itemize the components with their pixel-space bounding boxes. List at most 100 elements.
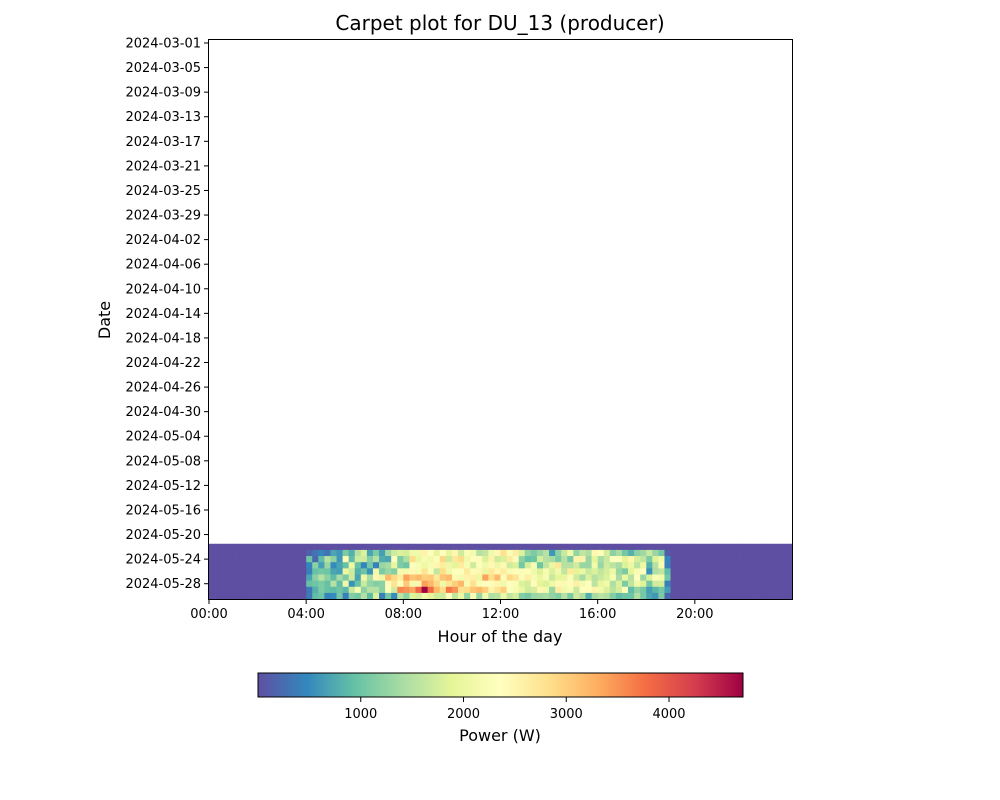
heatmap-cell (682, 556, 690, 563)
heatmap-cell (555, 556, 562, 563)
heatmap-cell (603, 543, 611, 551)
heatmap-cell (536, 543, 544, 551)
y-axis: 2024-03-01 2024-03-05 2024-03-09 2024-03-13… (125, 37, 209, 592)
heatmap-cell (451, 568, 459, 575)
heatmap-cell (719, 568, 726, 575)
heatmap-cell (737, 562, 744, 569)
heatmap-cell (737, 549, 744, 557)
heatmap-cell (482, 562, 489, 569)
heatmap-cell (269, 562, 277, 569)
heatmap-cell (530, 568, 538, 575)
heatmap-cell (372, 562, 380, 569)
heatmap-cell (549, 574, 556, 582)
heatmap-cell (536, 549, 544, 557)
heatmap-cell (628, 592, 635, 600)
heatmap-cell (239, 574, 246, 582)
heatmap-cell (215, 574, 222, 582)
heatmap-cell (725, 568, 732, 575)
heatmap-cell (385, 574, 392, 582)
heatmap-cell (512, 592, 520, 600)
heatmap-cell (348, 556, 356, 563)
heatmap-cell (597, 574, 605, 582)
heatmap-cell (725, 586, 732, 594)
heatmap-cell (749, 562, 756, 569)
heatmap-cell (464, 549, 471, 557)
heatmap-cell (354, 580, 362, 588)
heatmap-cell (330, 549, 337, 557)
heatmap-cell (397, 556, 404, 563)
heatmap-cell (354, 574, 362, 582)
heatmap-cell (512, 586, 520, 594)
heatmap-cell (451, 580, 459, 588)
heatmap-cell (439, 549, 447, 557)
heatmap-cell (567, 574, 574, 582)
heatmap-cell (379, 586, 386, 594)
heatmap-cell (451, 556, 459, 563)
heatmap-cell (518, 543, 526, 551)
heatmap-cell (275, 556, 283, 563)
heatmap-cell (464, 556, 471, 563)
heatmap-cell (403, 549, 410, 557)
heatmap-cell (251, 543, 258, 551)
heatmap-cell (427, 592, 435, 600)
heatmap-cell (457, 574, 465, 582)
heatmap-cell (379, 580, 386, 588)
heatmap-cell (646, 586, 653, 594)
heatmap-cell (391, 586, 398, 594)
heatmap-cell (427, 580, 435, 588)
heatmap-cell (670, 543, 678, 551)
heatmap-cell (470, 549, 477, 557)
heatmap-cell (342, 543, 350, 551)
heatmap-cell (354, 568, 362, 575)
heatmap-cell (561, 549, 568, 557)
heatmap-cell (336, 556, 343, 563)
heatmap-cell (245, 549, 252, 557)
heatmap-cell (324, 568, 331, 575)
heatmap-cell (682, 549, 690, 557)
colorbar-tick-label: 4000 (652, 707, 685, 722)
heatmap-cell (245, 592, 252, 600)
heatmap-cell (543, 549, 550, 557)
heatmap-cell (324, 580, 331, 588)
heatmap-cell (640, 586, 647, 594)
heatmap-cell (239, 543, 246, 551)
heatmap-cell (397, 586, 404, 594)
heatmap-cell (603, 549, 611, 557)
heatmap-cell (536, 562, 544, 569)
heatmap-cell (457, 568, 465, 575)
colorbar (257, 672, 744, 698)
heatmap-cell (233, 574, 240, 582)
heatmap-cell (445, 580, 453, 588)
heatmap-cell (470, 580, 477, 588)
heatmap-cell (439, 562, 447, 569)
heatmap-cell (257, 580, 265, 588)
heatmap-cell (300, 549, 307, 557)
heatmap-cell (567, 556, 574, 563)
y-axis-label: Date (95, 301, 114, 339)
heatmap-cell (628, 568, 635, 575)
heatmap-cell (445, 592, 453, 600)
heatmap-cell (688, 586, 696, 594)
heatmap-cell (427, 568, 435, 575)
heatmap-cell (573, 549, 580, 557)
heatmap-cell (640, 580, 647, 588)
heatmap-cell (591, 574, 599, 582)
heatmap-cell (366, 556, 374, 563)
heatmap-cell (609, 549, 617, 557)
heatmap-cell (725, 592, 732, 600)
x-tick-label: 04:00 (287, 607, 324, 622)
heatmap-cell (257, 556, 265, 563)
x-tick-label: 20:00 (676, 607, 713, 622)
heatmap-cell (785, 586, 793, 594)
heatmap-cell (251, 562, 258, 569)
heatmap-cell (536, 586, 544, 594)
heatmap-cell (719, 592, 726, 600)
heatmap-cell (342, 586, 350, 594)
heatmap-cell (312, 592, 319, 600)
heatmap-cell (731, 586, 738, 594)
heatmap-cell (621, 580, 629, 588)
heatmap-cell (652, 543, 659, 551)
heatmap-cell (603, 556, 611, 563)
heatmap-cell (755, 562, 763, 569)
heatmap-cell (561, 556, 568, 563)
